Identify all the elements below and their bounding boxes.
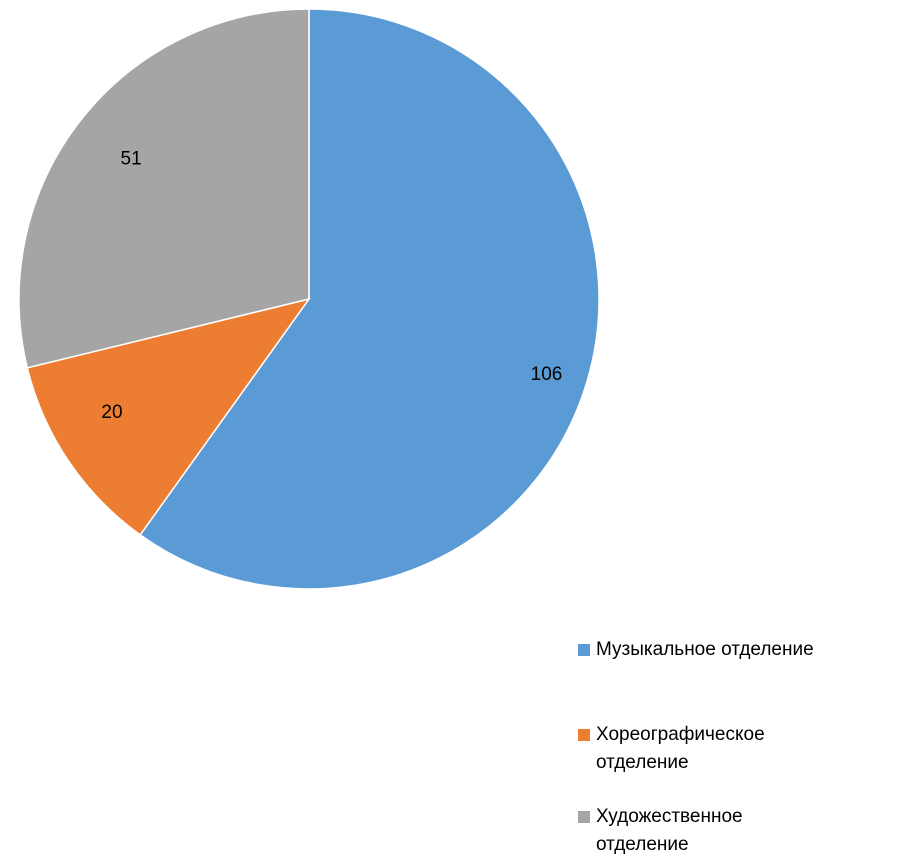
legend-swatch-choreography [578, 729, 590, 741]
data-label-art: 51 [121, 148, 142, 169]
legend-swatch-art [578, 811, 590, 823]
legend-item-choreography: Хореографическое отделение [578, 721, 836, 777]
data-label-music: 106 [531, 364, 563, 385]
pie-data-labels: 106 20 51 [101, 148, 562, 423]
legend-label-choreography: Хореографическое отделение [596, 724, 765, 773]
data-label-choreography: 20 [101, 402, 122, 423]
legend-label-music: Музыкальное отделение [596, 639, 814, 660]
legend-swatch-music [578, 644, 590, 656]
pie-slice-music [139, 8, 600, 590]
legend-item-art: Художественное отделение [578, 803, 836, 859]
legend-label-art: Художественное отделение [596, 806, 743, 855]
legend-item-music: Музыкальное отделение [578, 636, 866, 664]
pie-slice-art [18, 8, 310, 369]
pie-slices [18, 8, 600, 590]
pie-slice-choreography [26, 297, 311, 536]
